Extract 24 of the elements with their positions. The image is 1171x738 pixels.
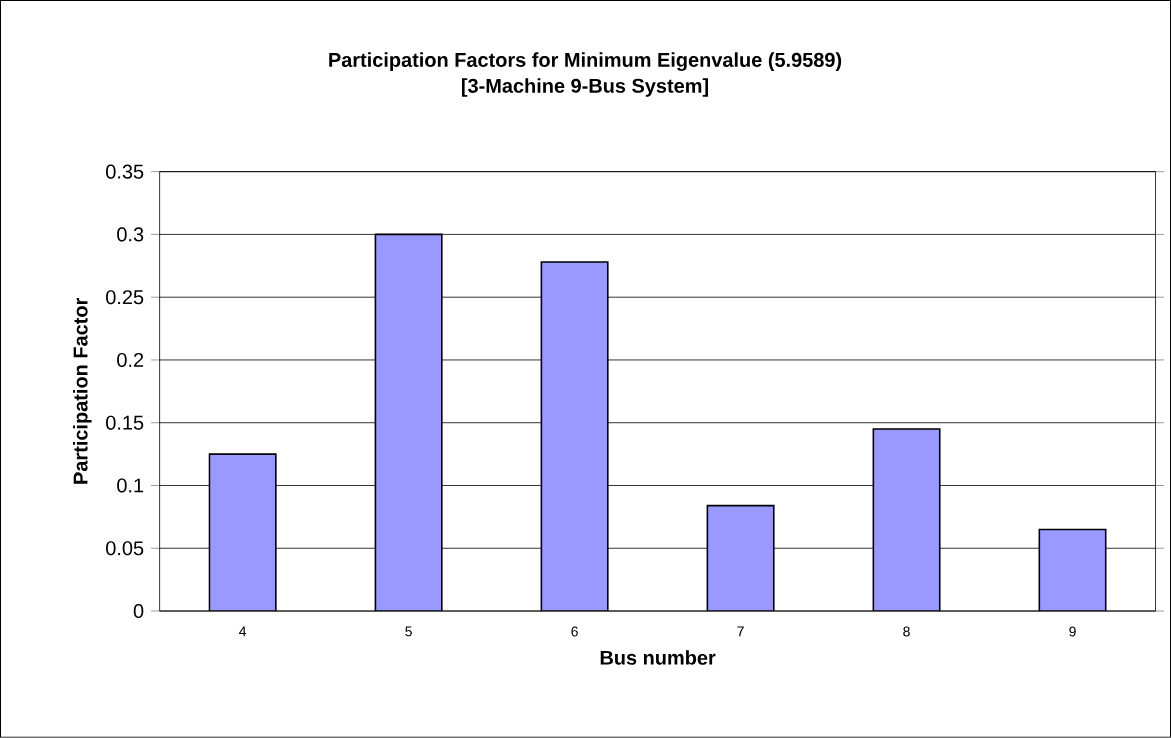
x-tick-label: 9 bbox=[1069, 626, 1076, 637]
x-tick-label: 7 bbox=[737, 626, 744, 637]
y-tick-label: 0.2 bbox=[117, 353, 144, 368]
y-tick-label: 0.25 bbox=[106, 290, 144, 305]
x-axis-title: Bus number bbox=[600, 650, 716, 665]
x-tick-label: 6 bbox=[571, 626, 578, 637]
y-tick-label: 0.15 bbox=[106, 415, 144, 430]
y-tick-label: 0 bbox=[133, 604, 144, 619]
chart-title: Participation Factors for Minimum Eigenvalue (5.9589) bbox=[329, 52, 842, 72]
x-tick-label: 4 bbox=[239, 626, 247, 637]
y-tick-label: 0.3 bbox=[117, 227, 144, 242]
bar bbox=[706, 504, 775, 612]
x-tick-label: 8 bbox=[903, 626, 910, 637]
chart-subtitle: [3-Machine 9-Bus System] bbox=[462, 78, 708, 97]
y-axis-title: Participation Factor bbox=[72, 298, 92, 484]
bar bbox=[1038, 528, 1107, 612]
bar bbox=[374, 233, 443, 612]
bar bbox=[540, 261, 609, 612]
bar bbox=[208, 453, 277, 612]
y-tick-label: 0.35 bbox=[106, 164, 144, 179]
x-tick-label: 5 bbox=[405, 626, 412, 637]
bar bbox=[872, 428, 941, 612]
y-tick-label: 0.1 bbox=[117, 478, 144, 493]
y-tick-label: 0.05 bbox=[106, 541, 144, 556]
